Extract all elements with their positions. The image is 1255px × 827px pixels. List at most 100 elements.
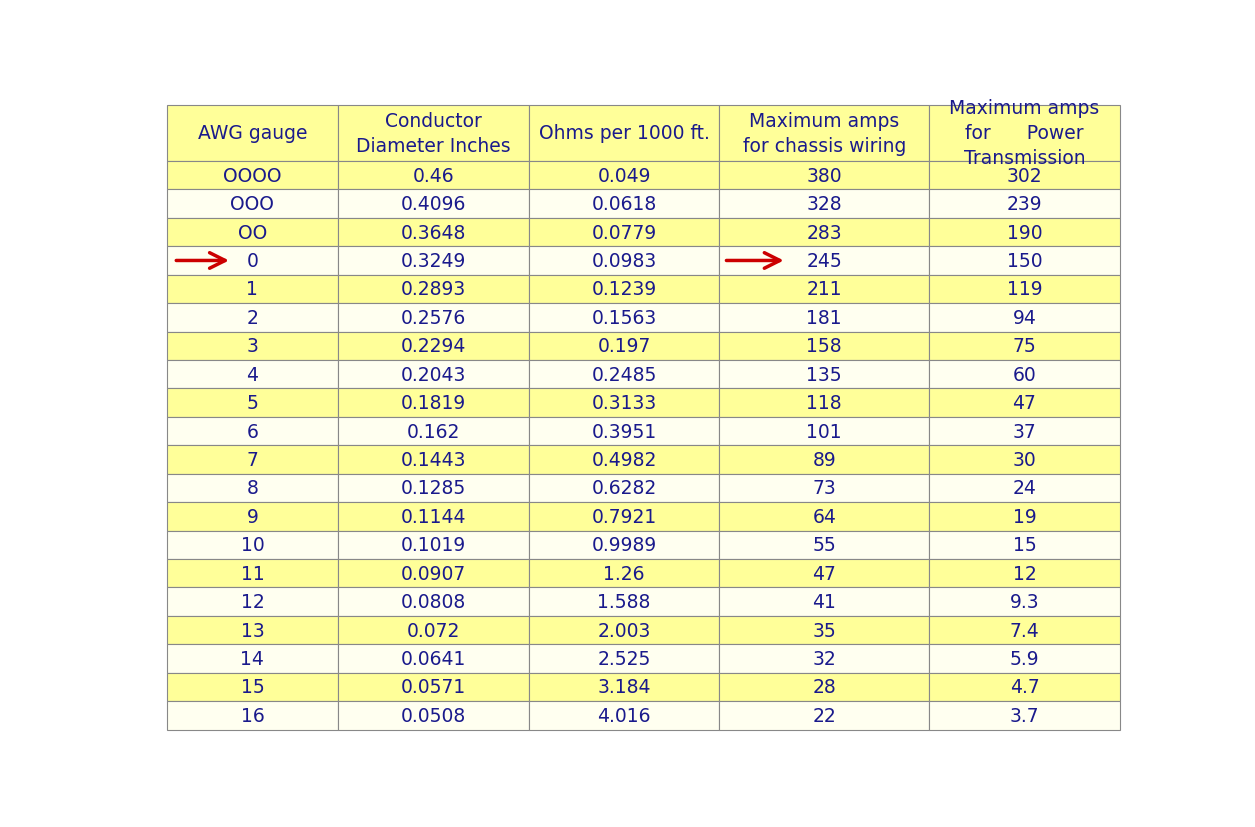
Bar (167, 218, 338, 247)
Bar (719, 644, 929, 673)
Text: 19: 19 (1013, 507, 1037, 526)
Text: 3.7: 3.7 (1009, 706, 1039, 725)
Text: Ohms per 1000 ft.: Ohms per 1000 ft. (538, 124, 709, 143)
Bar (528, 218, 719, 247)
Text: Conductor
Diameter Inches: Conductor Diameter Inches (356, 112, 511, 155)
Text: 0.7921: 0.7921 (591, 507, 656, 526)
Bar (929, 644, 1119, 673)
Text: 8: 8 (246, 479, 259, 498)
Bar (528, 701, 719, 729)
Text: 24: 24 (1013, 479, 1037, 498)
Text: 1.26: 1.26 (604, 564, 645, 583)
Text: 0: 0 (246, 251, 259, 270)
Text: 0.1239: 0.1239 (591, 280, 656, 299)
Bar (167, 531, 338, 559)
Text: 12: 12 (1013, 564, 1037, 583)
Text: 15: 15 (1013, 536, 1037, 555)
Text: 0.2294: 0.2294 (400, 337, 466, 356)
Text: 94: 94 (1013, 308, 1037, 327)
Bar (719, 503, 929, 531)
Bar (929, 701, 1119, 729)
Bar (929, 275, 1119, 304)
Text: 75: 75 (1013, 337, 1037, 356)
Text: 1.588: 1.588 (597, 592, 651, 611)
Bar (719, 332, 929, 361)
Bar (338, 701, 528, 729)
Bar (719, 446, 929, 474)
Text: OOOO: OOOO (223, 166, 281, 185)
Text: 30: 30 (1013, 451, 1037, 470)
Text: 89: 89 (812, 451, 836, 470)
Bar (929, 503, 1119, 531)
Text: 55: 55 (812, 536, 836, 555)
Text: 0.0508: 0.0508 (400, 706, 466, 725)
Bar (167, 474, 338, 503)
Bar (719, 531, 929, 559)
Text: 3: 3 (246, 337, 259, 356)
Bar (719, 361, 929, 389)
Bar (719, 389, 929, 418)
Text: 239: 239 (1007, 195, 1042, 214)
Bar (719, 559, 929, 588)
Text: 0.072: 0.072 (407, 621, 461, 640)
Text: 35: 35 (812, 621, 836, 640)
Bar (167, 304, 338, 332)
Bar (528, 616, 719, 644)
Bar (338, 531, 528, 559)
Text: 0.0808: 0.0808 (400, 592, 466, 611)
Bar (338, 247, 528, 275)
Bar (528, 446, 719, 474)
Bar (719, 190, 929, 218)
Text: 0.2576: 0.2576 (400, 308, 466, 327)
Bar (167, 418, 338, 446)
Text: 7.4: 7.4 (1009, 621, 1039, 640)
Text: 328: 328 (807, 195, 842, 214)
Text: 1: 1 (246, 280, 259, 299)
Bar (338, 673, 528, 701)
Text: 0.0641: 0.0641 (400, 649, 466, 668)
Bar (929, 474, 1119, 503)
Bar (528, 304, 719, 332)
Bar (528, 332, 719, 361)
Text: 73: 73 (812, 479, 836, 498)
Bar (167, 446, 338, 474)
Text: 47: 47 (812, 564, 836, 583)
Bar (528, 559, 719, 588)
Bar (338, 559, 528, 588)
Text: 22: 22 (812, 706, 836, 725)
Text: 6: 6 (246, 422, 259, 441)
Text: 0.2043: 0.2043 (400, 366, 466, 385)
Bar (167, 190, 338, 218)
Text: 0.9989: 0.9989 (591, 536, 656, 555)
Bar (167, 361, 338, 389)
Bar (719, 247, 929, 275)
Bar (929, 588, 1119, 616)
Bar (719, 106, 929, 162)
Bar (719, 218, 929, 247)
Bar (167, 503, 338, 531)
Bar (929, 162, 1119, 190)
Text: 0.46: 0.46 (413, 166, 454, 185)
Text: 37: 37 (1013, 422, 1037, 441)
Text: 64: 64 (812, 507, 836, 526)
Bar (167, 701, 338, 729)
Bar (338, 190, 528, 218)
Bar (167, 616, 338, 644)
Text: 2: 2 (246, 308, 259, 327)
Text: 13: 13 (241, 621, 265, 640)
Bar (528, 503, 719, 531)
Text: AWG gauge: AWG gauge (197, 124, 307, 143)
Bar (338, 588, 528, 616)
Text: 118: 118 (807, 394, 842, 413)
Text: 101: 101 (807, 422, 842, 441)
Text: 0.0618: 0.0618 (591, 195, 656, 214)
Text: 2.003: 2.003 (597, 621, 651, 640)
Bar (929, 418, 1119, 446)
Bar (929, 304, 1119, 332)
Text: 0.0779: 0.0779 (591, 223, 656, 242)
Text: 4: 4 (246, 366, 259, 385)
Bar (167, 247, 338, 275)
Text: 41: 41 (812, 592, 836, 611)
Text: 0.049: 0.049 (597, 166, 651, 185)
Text: 0.197: 0.197 (597, 337, 651, 356)
